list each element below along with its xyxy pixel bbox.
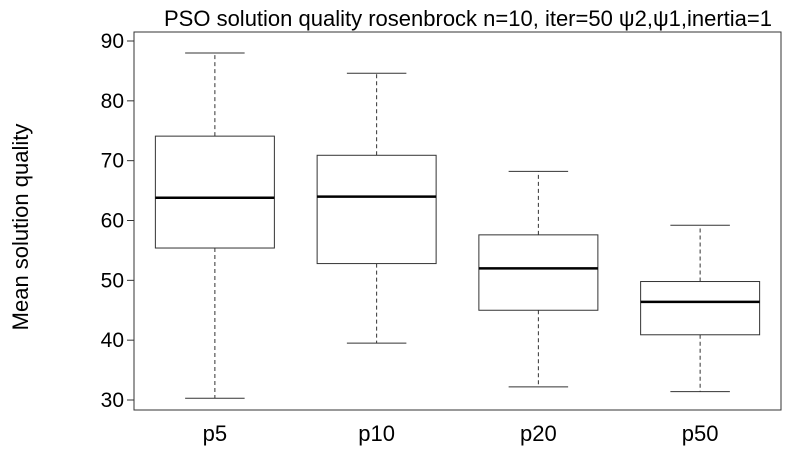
x-tick-label: p20: [520, 421, 557, 446]
iqr-box: [316, 154, 437, 265]
y-tick-label: 40: [101, 329, 124, 352]
iqr-box: [640, 281, 761, 336]
iqr-box: [478, 234, 599, 311]
y-tick-label: 50: [101, 269, 124, 292]
y-axis-label: Mean solution quality: [8, 124, 33, 331]
chart-title: PSO solution quality rosenbrock n=10, it…: [164, 6, 772, 31]
x-tick-label: p50: [682, 421, 719, 446]
box-p10: [316, 72, 437, 344]
iqr-box: [154, 135, 275, 249]
x-axis: p5 p10 p20 p50: [203, 421, 719, 446]
x-tick-label: p10: [358, 421, 395, 446]
y-tick-label: 60: [101, 210, 124, 233]
y-axis: 30 40 50 60 70 80 90: [101, 30, 134, 412]
y-tick-label: 70: [101, 150, 124, 173]
y-tick-label: 80: [101, 90, 124, 113]
boxes-group: [154, 52, 761, 399]
x-tick-label: p5: [203, 421, 227, 446]
box-p50: [640, 224, 761, 393]
y-tick-label: 90: [101, 30, 124, 53]
box-p20: [478, 170, 599, 388]
box-p5: [154, 52, 275, 399]
y-tick-label: 30: [101, 389, 124, 412]
